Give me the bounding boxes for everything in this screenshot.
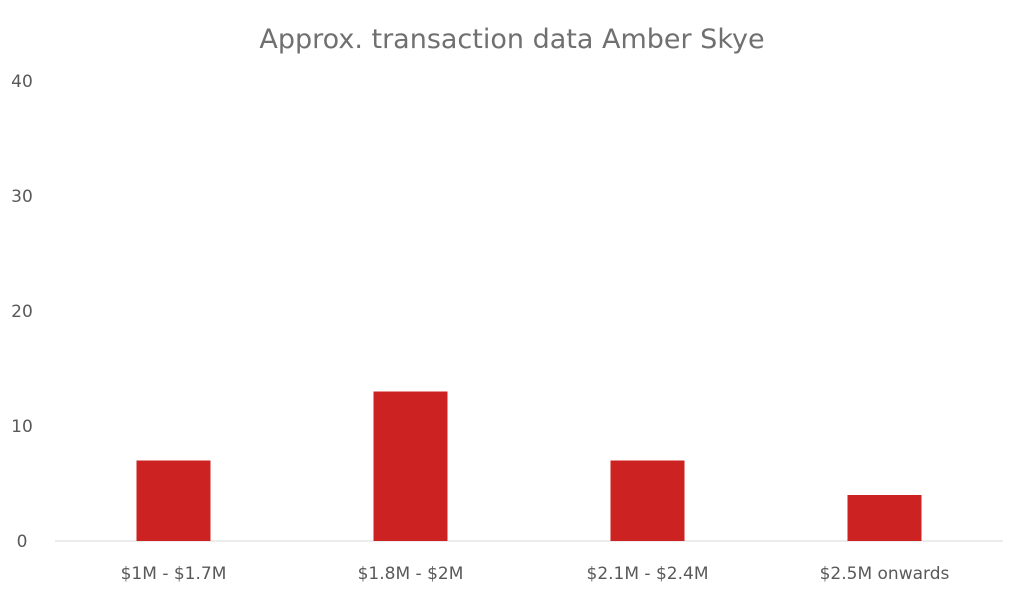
y-tick-label: 30	[11, 187, 33, 207]
y-tick-label: 40	[11, 72, 33, 92]
bar	[136, 460, 211, 541]
y-axis-ticks: 0 10 20 30 40	[11, 72, 33, 552]
chart-title: Approx. transaction data Amber Skye	[259, 24, 764, 55]
y-tick-label: 20	[11, 302, 33, 322]
x-tick-label: $1M - $1.7M	[121, 564, 227, 584]
bar-series	[136, 391, 922, 541]
y-tick-label: 0	[17, 532, 28, 552]
bar	[373, 391, 448, 541]
x-tick-label: $2.1M - $2.4M	[587, 564, 709, 584]
x-axis-ticks: $1M - $1.7M $1.8M - $2M $2.1M - $2.4M $2.5M…	[121, 564, 950, 584]
x-tick-label: $2.5M onwards	[820, 564, 950, 584]
x-tick-label: $1.8M - $2M	[358, 564, 464, 584]
y-tick-label: 10	[11, 417, 33, 437]
bar	[610, 460, 685, 541]
bar	[847, 495, 922, 541]
